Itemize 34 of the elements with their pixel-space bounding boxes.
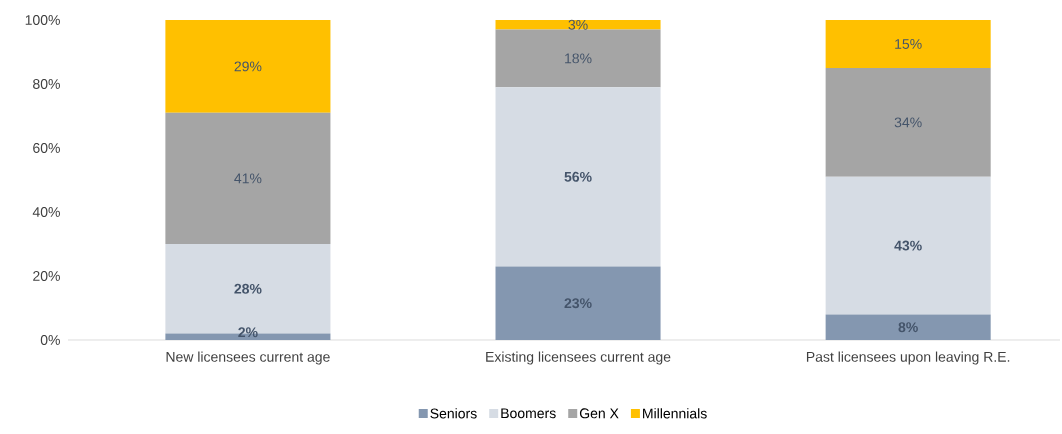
- y-tick-label: 80%: [33, 79, 60, 89]
- data-label: 8%: [898, 322, 918, 333]
- bar: [825, 20, 991, 68]
- data-label: 43%: [894, 240, 922, 251]
- bar: [165, 20, 331, 113]
- legend-label: Boomers: [501, 408, 556, 419]
- y-tick-label: 60%: [33, 143, 60, 153]
- data-label: 34%: [894, 117, 922, 128]
- bar: [495, 29, 661, 88]
- legend-label: Gen X: [579, 408, 619, 419]
- legend-label: Seniors: [430, 408, 477, 419]
- data-label: 18%: [565, 53, 592, 64]
- bar: [495, 87, 661, 267]
- bar: [825, 68, 991, 177]
- x-tick-label: Existing licensees current age: [486, 351, 671, 365]
- data-label: 29%: [234, 61, 262, 72]
- y-tick-label: 40%: [32, 207, 60, 217]
- x-tick-label: Past licensees upon leaving R.E.: [806, 351, 1010, 365]
- bar: [825, 314, 991, 340]
- y-tick-label: 0%: [40, 335, 60, 345]
- bar: [825, 176, 991, 315]
- data-label: 3%: [568, 19, 588, 30]
- bar: [495, 20, 661, 30]
- y-tick-label: 20%: [33, 271, 60, 281]
- data-label: 41%: [234, 173, 262, 184]
- data-label: 28%: [234, 283, 262, 294]
- x-tick-label: New licensees current age: [166, 351, 330, 365]
- y-tick-label: 100%: [25, 15, 60, 25]
- bar: [495, 266, 661, 340]
- bar: [165, 112, 331, 244]
- data-label: 15%: [895, 39, 922, 49]
- data-label: 56%: [564, 171, 592, 182]
- data-label: 23%: [564, 298, 592, 309]
- legend-label: Millennials: [643, 408, 707, 419]
